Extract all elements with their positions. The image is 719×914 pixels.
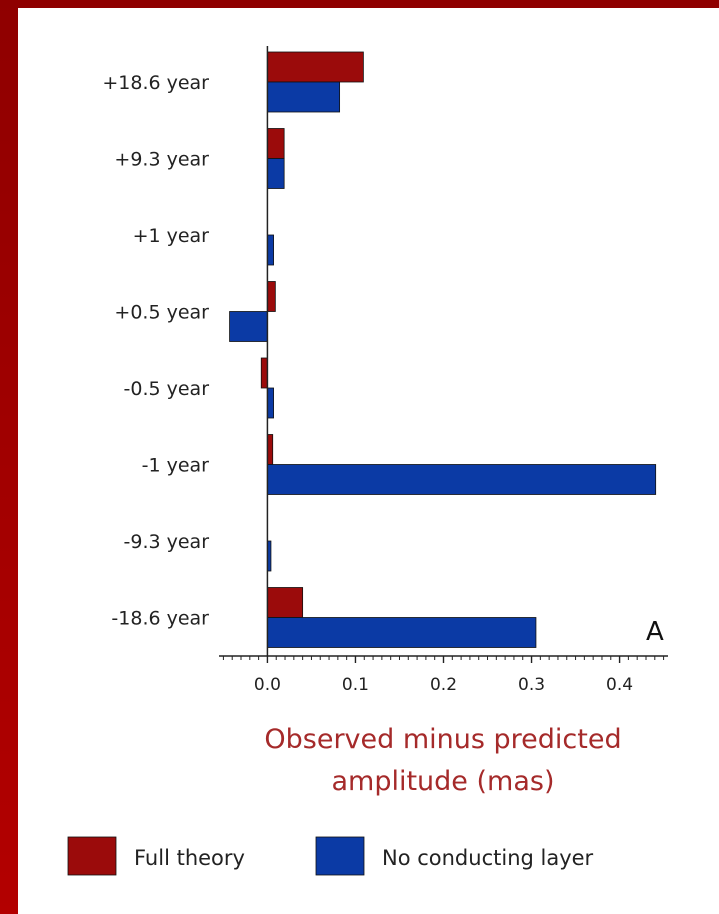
bar-no-conducting-layer-2	[267, 234, 274, 266]
category-label: +1 year	[133, 225, 210, 247]
bars-group	[229, 51, 657, 648]
legend-swatch-no-conducting-layer	[315, 836, 365, 876]
bar-full-theory-0	[267, 51, 364, 83]
x-axis-title-line1: Observed minus predicted	[264, 724, 621, 755]
legend-swatch-full-theory	[67, 836, 117, 876]
bar-no-conducting-layer-5	[267, 464, 657, 495]
bar-full-theory-4	[260, 357, 268, 389]
legend-label-no-conducting-layer: No conducting layer	[382, 846, 594, 870]
x-axis-ticks: 0.0 0.1 0.2 0.3 0.4	[222, 656, 665, 695]
category-label: -0.5 year	[124, 378, 210, 400]
legend: Full theory No conducting layer	[67, 836, 594, 876]
bar-no-conducting-layer-0	[267, 81, 341, 113]
category-label: -1 year	[142, 455, 210, 477]
x-tick-label: 0.1	[342, 675, 369, 695]
chart-panel	[18, 8, 719, 914]
bar-full-theory-3	[267, 281, 276, 312]
category-label: -9.3 year	[124, 531, 210, 553]
category-label: +9.3 year	[114, 149, 209, 171]
bar-full-theory-5	[267, 434, 274, 465]
category-label: +0.5 year	[114, 302, 209, 324]
panel-label: A	[646, 617, 664, 647]
bar-no-conducting-layer-7	[267, 617, 537, 648]
category-labels: +18.6 year +9.3 year +1 year +0.5 year -0.5 …	[102, 72, 209, 630]
bar-full-theory-1	[267, 128, 285, 159]
x-axis-title-line2: amplitude (mas)	[331, 766, 554, 797]
x-tick-label: 0.0	[254, 675, 281, 695]
category-label: -18.6 year	[111, 608, 209, 630]
x-tick-label: 0.2	[430, 675, 457, 695]
x-tick-label: 0.3	[518, 675, 545, 695]
legend-label-full-theory: Full theory	[134, 846, 245, 870]
x-tick-label: 0.4	[606, 675, 633, 695]
bar-full-theory-7	[267, 587, 304, 618]
bar-no-conducting-layer-3	[229, 311, 268, 342]
category-label: +18.6 year	[102, 72, 209, 94]
bar-no-conducting-layer-4	[267, 387, 274, 419]
bar-no-conducting-layer-1	[267, 158, 285, 189]
